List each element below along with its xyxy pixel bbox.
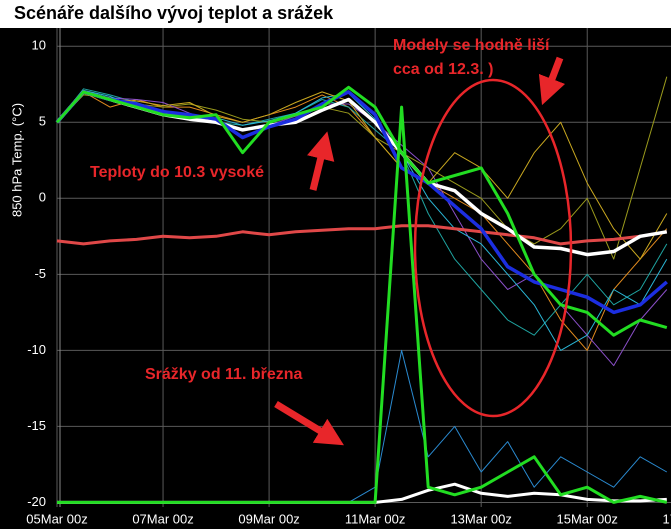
x-tick-label: 09Mar 00z	[238, 511, 299, 526]
y-tick-label: 5	[39, 114, 46, 129]
x-tick-label: 13Mar 00z	[450, 511, 511, 526]
y-tick-label: 0	[39, 190, 46, 205]
annotation: cca od 12.3. )	[393, 61, 494, 78]
arrow	[307, 131, 335, 191]
series-line	[55, 90, 668, 315]
y-tick-label: -10	[27, 342, 46, 357]
annotation: Srážky od 11. března	[145, 366, 303, 383]
lines	[55, 76, 668, 504]
x-tick-label: 15Mar 00z	[557, 511, 618, 526]
annotation: Teploty do 10.3 vysoké	[90, 164, 264, 181]
series-line	[56, 224, 668, 246]
y-tick-label: 10	[32, 38, 46, 53]
y-tick-label: -15	[27, 418, 46, 433]
x-tick-label: 05Mar 00z	[26, 511, 87, 526]
highlight-ellipse	[413, 78, 573, 418]
series-line	[56, 91, 668, 260]
y-axis-label: 850 hPa Temp. (°C)	[9, 103, 24, 217]
arrow	[538, 56, 566, 106]
plot-background	[0, 28, 671, 529]
annotation: Modely se hodně liší	[393, 37, 550, 54]
x-tick-label: 07Mar 00z	[132, 511, 193, 526]
series-line	[57, 105, 668, 504]
title-band	[0, 0, 671, 28]
y-tick-label: -20	[27, 494, 46, 509]
x-tick-label: 17Mar 00z	[663, 511, 671, 526]
series-line	[56, 76, 668, 260]
series-line	[56, 91, 668, 351]
chart-title: Scénáře dalšího vývoj teplot a srážek	[14, 3, 334, 23]
x-tick-label: 11Mar 00z	[345, 511, 405, 526]
y-tick-label: -5	[34, 266, 46, 281]
arrow	[274, 401, 344, 446]
